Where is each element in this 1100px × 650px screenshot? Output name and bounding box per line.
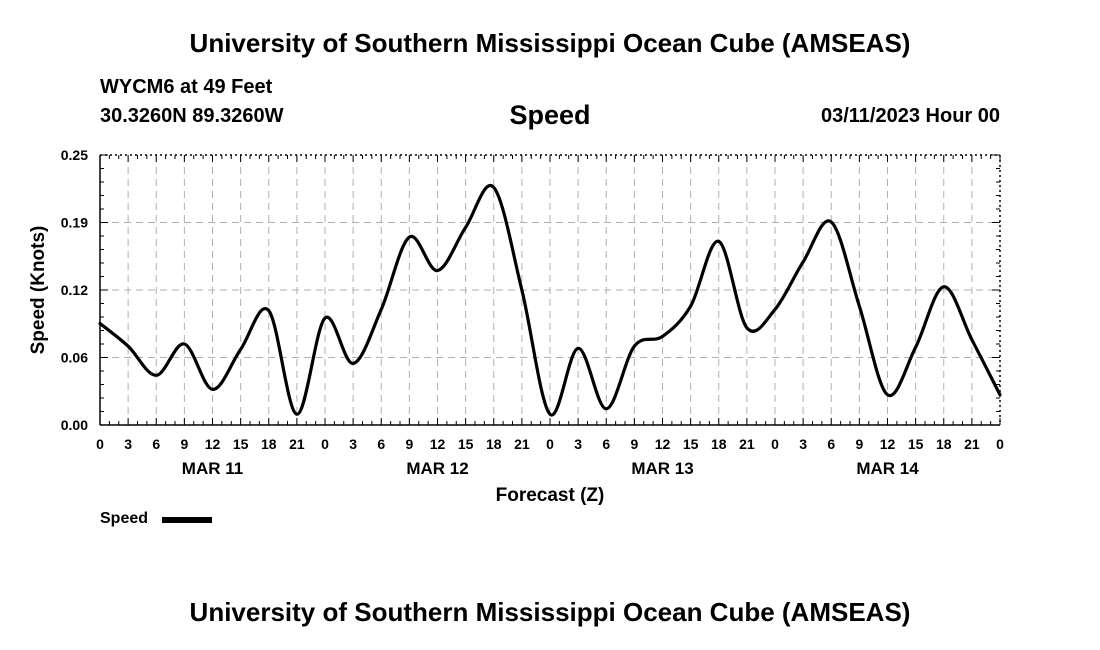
x-tick-label: 21 xyxy=(739,436,755,452)
x-tick-label: 9 xyxy=(855,436,863,452)
footer-title: University of Southern Mississippi Ocean… xyxy=(189,597,911,627)
x-tick-label: 21 xyxy=(514,436,530,452)
x-tick-label: 0 xyxy=(996,436,1004,452)
x-tick-label: 6 xyxy=(827,436,835,452)
x-tick-label: 12 xyxy=(205,436,221,452)
x-tick-label: 18 xyxy=(261,436,277,452)
x-tick-label: 0 xyxy=(96,436,104,452)
x-tick-label: 12 xyxy=(880,436,896,452)
x-tick-label: 3 xyxy=(574,436,582,452)
date-label: MAR 12 xyxy=(406,459,468,478)
x-tick-label: 0 xyxy=(546,436,554,452)
x-tick-label: 3 xyxy=(349,436,357,452)
x-tick-label: 9 xyxy=(180,436,188,452)
x-tick-label: 18 xyxy=(936,436,952,452)
forecast-datetime: 03/11/2023 Hour 00 xyxy=(820,105,1000,127)
legend-label: Speed xyxy=(100,510,149,527)
date-label: MAR 14 xyxy=(856,459,919,478)
station-name: WYCM6 at 49 Feet xyxy=(100,76,273,98)
x-tick-label: 15 xyxy=(458,436,474,452)
x-tick-label: 6 xyxy=(377,436,385,452)
grid xyxy=(100,155,1000,425)
x-tick-label: 6 xyxy=(602,436,610,452)
y-tick-label: 0.12 xyxy=(61,282,88,298)
y-tick-label: 0.00 xyxy=(61,417,88,433)
x-tick-label: 12 xyxy=(655,436,671,452)
y-tick-label: 0.19 xyxy=(61,215,88,231)
x-tick-label: 3 xyxy=(799,436,807,452)
axis-labels: 0 3 6 9 12 15 18 21 0 3 6 9 12 15 18 21 0 3 6 9 12 15 18 21 0 3 6 9… xyxy=(28,147,1004,506)
x-tick-label: 21 xyxy=(964,436,980,452)
x-tick-label: 3 xyxy=(124,436,132,452)
x-tick-label: 18 xyxy=(711,436,727,452)
x-axis-title: Forecast (Z) xyxy=(496,485,605,506)
legend-swatch xyxy=(162,517,212,523)
x-tick-label: 21 xyxy=(289,436,305,452)
y-tick-label: 0.25 xyxy=(61,147,88,163)
x-tick-label: 0 xyxy=(321,436,329,452)
x-tick-label: 18 xyxy=(486,436,502,452)
x-tick-label: 9 xyxy=(405,436,413,452)
variable-name: Speed xyxy=(509,100,591,130)
chart-title: University of Southern Mississippi Ocean… xyxy=(189,28,911,58)
x-tick-label: 15 xyxy=(233,436,249,452)
y-tick-label: 0.06 xyxy=(61,350,88,366)
series-line-speed xyxy=(98,183,1002,417)
series-layer xyxy=(98,183,1002,417)
x-tick-label: 15 xyxy=(683,436,699,452)
date-label: MAR 11 xyxy=(182,459,243,478)
x-tick-label: 9 xyxy=(630,436,638,452)
axes xyxy=(99,154,1001,426)
x-tick-label: 15 xyxy=(908,436,924,452)
x-tick-label: 0 xyxy=(771,436,779,452)
y-axis-title: Speed (Knots) xyxy=(28,226,49,355)
date-label: MAR 13 xyxy=(631,459,693,478)
station-coordinates: 30.3260N 89.3260W xyxy=(100,105,284,127)
x-tick-label: 6 xyxy=(152,436,160,452)
x-tick-label: 12 xyxy=(430,436,446,452)
